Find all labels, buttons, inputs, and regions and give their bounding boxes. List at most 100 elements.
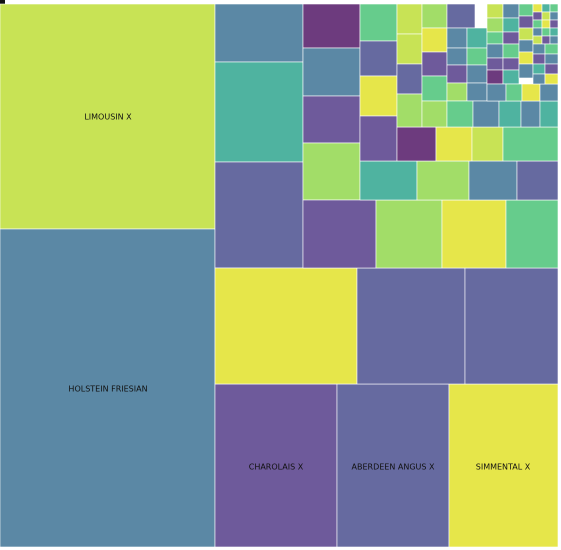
- treemap-tile: [549, 11, 559, 21]
- treemap-tile: [421, 51, 448, 77]
- treemap-tile: [505, 199, 559, 269]
- treemap-tile: [396, 93, 423, 128]
- treemap-tile: [421, 27, 448, 53]
- treemap-tile: [498, 100, 522, 128]
- corner-mark: [0, 0, 5, 4]
- treemap-tile: [421, 3, 448, 29]
- treemap-tile: [486, 31, 504, 45]
- treemap-tile: [435, 126, 473, 162]
- treemap-tile: [214, 3, 304, 63]
- treemap-tile: [521, 83, 541, 102]
- treemap-tile: [446, 100, 474, 128]
- treemap-tile: [396, 3, 423, 35]
- treemap-tile: [486, 3, 504, 19]
- treemap-tile: [214, 267, 358, 385]
- treemap-tile: [359, 160, 418, 201]
- treemap-tile: [441, 199, 507, 269]
- treemap-tile: [359, 40, 398, 77]
- treemap-tile: [544, 73, 559, 85]
- treemap-tile: [302, 95, 361, 144]
- treemap-tile: [359, 3, 398, 42]
- treemap-tile: [532, 73, 546, 85]
- treemap-tile: [541, 19, 551, 29]
- treemap-tile: [539, 83, 559, 102]
- treemap-tile: [532, 35, 543, 45]
- treemap-tile: [416, 160, 470, 201]
- treemap-tile: [446, 64, 468, 84]
- treemap-tile: [532, 43, 546, 55]
- treemap-tile: [532, 27, 543, 37]
- treemap-tile: [520, 100, 541, 128]
- treemap-tile: [375, 199, 443, 269]
- treemap-tile: [549, 19, 559, 29]
- treemap-tile: [539, 100, 559, 128]
- treemap-tile: [486, 17, 504, 33]
- treemap-tile: [466, 64, 488, 84]
- treemap-tile: [468, 160, 518, 201]
- treemap-tile: [0, 3, 216, 230]
- treemap-tile: [541, 35, 551, 45]
- treemap-tile: [486, 43, 504, 59]
- treemap-tile: [446, 27, 468, 49]
- treemap-tile: [359, 75, 398, 117]
- treemap-tile: [518, 15, 534, 29]
- treemap-tile: [549, 27, 559, 37]
- treemap-tile: [532, 63, 546, 75]
- treemap-tile: [549, 3, 559, 13]
- treemap-tile: [518, 63, 534, 79]
- treemap-tile: [446, 82, 468, 102]
- treemap-tile: [396, 63, 423, 95]
- treemap-tile: [544, 53, 559, 65]
- tile-label: ABERDEEN ANGUS X: [352, 463, 436, 472]
- treemap-tile: [532, 3, 543, 13]
- treemap-tile: [421, 75, 448, 102]
- treemap-tile: [466, 82, 488, 102]
- treemap-tile: [502, 3, 520, 19]
- treemap-tile: [541, 27, 551, 37]
- treemap-tile: [446, 47, 468, 66]
- treemap-tile: [505, 83, 523, 102]
- treemap-tile: [532, 11, 543, 21]
- treemap-tile: [549, 35, 559, 45]
- treemap-tile: [0, 228, 216, 548]
- treemap-tile: [472, 100, 500, 128]
- treemap-tile: [302, 199, 377, 269]
- treemap-tile: [541, 3, 551, 13]
- treemap-tile: [518, 39, 534, 53]
- treemap-tile: [356, 267, 466, 385]
- treemap-tile: [214, 161, 304, 269]
- tile-label: LIMOUSIN X: [84, 113, 132, 122]
- treemap-tile: [518, 51, 534, 65]
- treemap-tile: [486, 83, 507, 102]
- treemap-tile: [302, 142, 361, 201]
- treemap-tile: [214, 383, 338, 548]
- treemap-tile: [502, 57, 520, 71]
- treemap-tile: [518, 27, 534, 41]
- treemap-tile: [359, 115, 398, 162]
- treemap-tile: [502, 126, 559, 162]
- treemap-tile: [502, 17, 520, 33]
- treemap-tile: [516, 160, 559, 201]
- treemap-tile: [396, 126, 437, 162]
- treemap-tile: [396, 33, 423, 65]
- treemap-tile: [214, 61, 304, 163]
- treemap-tile: [532, 53, 546, 65]
- treemap-tile: [466, 47, 488, 66]
- treemap-tile: [464, 267, 559, 385]
- treemap-tile: [302, 47, 361, 97]
- treemap-tile: [486, 69, 504, 85]
- treemap-tile: [532, 19, 543, 29]
- treemap-tile: [544, 43, 559, 55]
- treemap-tile: [446, 3, 476, 29]
- treemap-tile: [486, 57, 504, 71]
- treemap-tile: [518, 3, 534, 17]
- treemap-tile: [502, 69, 520, 85]
- treemap-tile: [336, 383, 450, 548]
- tile-label: CHAROLAIS X: [249, 463, 304, 472]
- treemap-tile: [448, 383, 559, 548]
- treemap-tile: [502, 31, 520, 45]
- tile-label: SIMMENTAL X: [476, 463, 531, 472]
- tile-label: HOLSTEIN FRIESIAN: [68, 385, 147, 394]
- treemap-tile: [302, 3, 361, 49]
